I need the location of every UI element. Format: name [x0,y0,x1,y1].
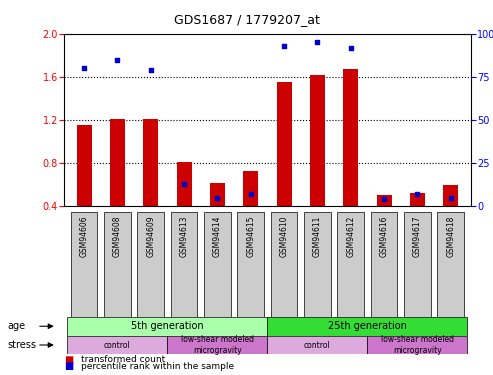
Bar [343,69,358,206]
Point [314,39,321,45]
Text: GSM94610: GSM94610 [280,215,288,257]
FancyBboxPatch shape [204,212,231,317]
Text: GSM94609: GSM94609 [146,215,155,257]
Text: 25th generation: 25th generation [328,321,407,331]
Point [180,181,188,187]
Bar [277,82,292,206]
Text: GDS1687 / 1779207_at: GDS1687 / 1779207_at [174,13,319,26]
Bar [377,195,391,206]
Bar [443,185,458,206]
Point [147,67,155,73]
Point [280,43,288,49]
FancyBboxPatch shape [68,317,267,336]
Bar [210,183,225,206]
Point [447,195,455,201]
FancyBboxPatch shape [338,212,364,317]
Bar [176,162,192,206]
FancyBboxPatch shape [304,212,331,317]
Text: control: control [304,340,331,350]
Text: control: control [104,340,131,350]
Text: ■: ■ [64,361,73,371]
FancyBboxPatch shape [367,336,467,354]
FancyBboxPatch shape [104,212,131,317]
Point [213,195,221,201]
FancyBboxPatch shape [271,212,297,317]
Point [414,191,422,197]
Text: percentile rank within the sample: percentile rank within the sample [81,362,235,371]
Text: GSM94611: GSM94611 [313,215,322,257]
FancyBboxPatch shape [267,317,467,336]
FancyBboxPatch shape [404,212,431,317]
Text: GSM94608: GSM94608 [113,215,122,257]
Bar [76,125,92,206]
Bar [110,119,125,206]
Point [347,45,355,51]
Text: stress: stress [7,340,36,350]
Text: age: age [7,321,26,331]
FancyBboxPatch shape [238,212,264,317]
Text: GSM94613: GSM94613 [179,215,189,257]
Bar [310,75,325,206]
Point [380,196,388,202]
Text: GSM94606: GSM94606 [79,215,89,257]
FancyBboxPatch shape [168,336,267,354]
FancyBboxPatch shape [437,212,464,317]
FancyBboxPatch shape [138,212,164,317]
Text: low-shear modeled
microgravity: low-shear modeled microgravity [181,335,254,355]
Bar [410,194,425,206]
Text: low-shear modeled
microgravity: low-shear modeled microgravity [381,335,454,355]
Point [247,191,255,197]
Text: GSM94616: GSM94616 [380,215,388,257]
Text: transformed count: transformed count [81,356,166,364]
Bar [143,119,158,206]
Text: ■: ■ [64,354,73,364]
Text: 5th generation: 5th generation [131,321,204,331]
FancyBboxPatch shape [267,336,367,354]
Text: GSM94612: GSM94612 [346,215,355,257]
FancyBboxPatch shape [68,336,168,354]
Text: GSM94618: GSM94618 [446,215,456,257]
FancyBboxPatch shape [71,212,98,317]
Point [113,57,121,63]
Text: GSM94617: GSM94617 [413,215,422,257]
Text: GSM94614: GSM94614 [213,215,222,257]
FancyBboxPatch shape [371,212,397,317]
Bar [243,171,258,206]
Text: GSM94615: GSM94615 [246,215,255,257]
FancyBboxPatch shape [171,212,197,317]
Point [80,65,88,71]
